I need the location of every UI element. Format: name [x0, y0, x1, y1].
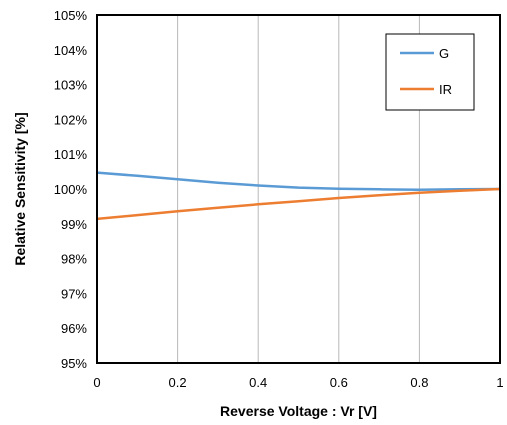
- y-tick-label: 105%: [54, 8, 88, 23]
- y-tick-label: 100%: [54, 182, 88, 197]
- y-tick-label: 103%: [54, 78, 88, 93]
- x-tick-labels: 0 0.2 0.4 0.6 0.8 1: [93, 375, 503, 390]
- legend-label: G: [439, 46, 449, 61]
- y-axis-title: Relative Sensitivity [%]: [12, 112, 28, 265]
- x-tick-label: 0.6: [330, 375, 348, 390]
- x-tick-label: 0.8: [410, 375, 428, 390]
- y-tick-label: 102%: [54, 112, 88, 127]
- y-tick-label: 99%: [61, 217, 87, 232]
- series-lines: [96, 171, 501, 221]
- x-axis-title: Reverse Voltage : Vr [V]: [220, 403, 377, 419]
- x-tick-label: 0.2: [169, 375, 187, 390]
- y-tick-label: 96%: [61, 321, 87, 336]
- legend-label: IR: [439, 82, 452, 97]
- x-tick-label: 1: [496, 375, 503, 390]
- legend: G IR: [385, 33, 475, 111]
- y-tick-label: 98%: [61, 252, 87, 267]
- y-tick-label: 97%: [61, 286, 87, 301]
- y-tick-label: 95%: [61, 356, 87, 371]
- plot-area-border: [96, 14, 501, 364]
- y-tick-label: 104%: [54, 43, 88, 58]
- x-tick-label: 0.4: [249, 375, 267, 390]
- x-tick-label: 0: [93, 375, 100, 390]
- series-line-ir: [96, 187, 501, 221]
- series-line-g: [96, 171, 501, 191]
- y-tick-labels: 95% 96% 97% 98% 99% 100% 101% 102% 103% 104% 105%: [54, 8, 88, 371]
- legend-box: [385, 33, 475, 111]
- y-tick-label: 101%: [54, 147, 88, 162]
